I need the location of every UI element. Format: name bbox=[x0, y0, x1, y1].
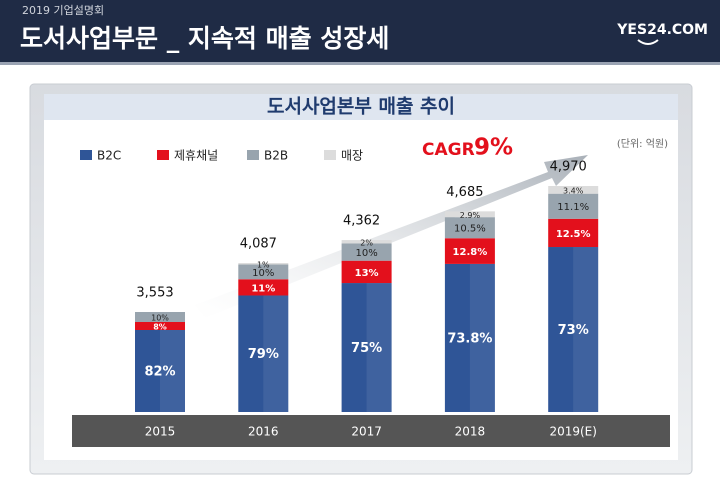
bar-segment bbox=[444, 211, 495, 218]
segment-label: 10% bbox=[355, 248, 377, 259]
bar-segment bbox=[444, 238, 495, 264]
segment-label: 82% bbox=[144, 365, 175, 380]
segment-label: 8% bbox=[153, 323, 167, 332]
page-title: 도서사업부문 _ 지속적 매출 성장세 bbox=[20, 24, 389, 53]
segment-label: 1% bbox=[257, 260, 270, 269]
bar-shade bbox=[160, 330, 185, 412]
bar-segment bbox=[238, 295, 289, 412]
legend-swatch bbox=[247, 150, 259, 160]
x-tick-label: 2016 bbox=[248, 425, 279, 439]
x-tick-label: 2015 bbox=[145, 425, 176, 439]
total-label: 4,685 bbox=[446, 185, 483, 200]
logo: YES24.COM bbox=[616, 22, 708, 38]
bar-segment bbox=[341, 260, 392, 284]
x-tick-label: 2017 bbox=[351, 425, 382, 439]
segment-label: 10% bbox=[252, 268, 274, 279]
header-bar bbox=[0, 0, 720, 62]
x-tick-label: 2019(E) bbox=[549, 425, 596, 439]
legend-label: 제휴채널 bbox=[174, 149, 218, 163]
bar-segment bbox=[341, 283, 392, 412]
legend-swatch bbox=[157, 150, 169, 160]
bar-segment bbox=[341, 240, 392, 244]
bar-segment bbox=[238, 263, 289, 265]
bar-segment bbox=[444, 263, 495, 412]
segment-label: 12.5% bbox=[556, 229, 591, 240]
segment-label: 10.5% bbox=[454, 224, 486, 235]
segment-label: 75% bbox=[351, 341, 382, 356]
header-rule bbox=[0, 62, 720, 65]
segment-label: 11% bbox=[251, 283, 275, 294]
segment-label: 2.9% bbox=[460, 211, 481, 220]
total-label: 4,362 bbox=[343, 214, 380, 229]
bar-segment bbox=[238, 264, 289, 280]
growth-arrow bbox=[195, 155, 588, 318]
bar-shade bbox=[469, 263, 495, 412]
cagr-label: CAGR bbox=[422, 140, 475, 160]
bar-segment bbox=[135, 312, 185, 322]
bar-shade bbox=[573, 247, 599, 412]
segment-label: 73.8% bbox=[447, 331, 492, 346]
legend-swatch bbox=[324, 150, 336, 160]
segment-label: 12.8% bbox=[453, 247, 488, 258]
bar-segment bbox=[548, 218, 599, 248]
legend-swatch bbox=[80, 150, 92, 160]
segment-label: 10% bbox=[151, 314, 169, 323]
bar-segment bbox=[548, 247, 599, 412]
logo-smile bbox=[637, 39, 659, 45]
bar-segment bbox=[444, 217, 495, 239]
segment-label: 3.4% bbox=[563, 186, 584, 195]
legend-label: B2B bbox=[264, 149, 288, 163]
event-label: 2019 기업설명회 bbox=[22, 4, 104, 17]
total-label: 3,553 bbox=[136, 286, 173, 301]
bar-segment bbox=[341, 243, 392, 261]
segment-label: 73% bbox=[558, 323, 589, 338]
legend-label: B2C bbox=[97, 149, 121, 163]
bar-segment bbox=[548, 186, 599, 194]
chart-title: 도서사업본부 매출 추이 bbox=[267, 96, 455, 118]
total-label: 4,970 bbox=[550, 160, 587, 175]
segment-label: 2% bbox=[360, 238, 373, 247]
unit-label: (단위: 억원) bbox=[617, 137, 668, 150]
total-label: 4,087 bbox=[240, 237, 277, 252]
x-tick-label: 2018 bbox=[455, 425, 486, 439]
legend-label: 매장 bbox=[341, 149, 363, 163]
subtitle-bar bbox=[44, 94, 678, 120]
cagr-value: 9% bbox=[474, 135, 513, 161]
bar-segment bbox=[135, 330, 185, 412]
bar-shade bbox=[263, 295, 289, 412]
bar-segment bbox=[238, 279, 289, 296]
category-band bbox=[72, 415, 670, 447]
bar-shade bbox=[366, 283, 392, 412]
segment-label: 79% bbox=[248, 347, 279, 362]
bar-segment bbox=[548, 193, 599, 219]
segment-label: 13% bbox=[355, 268, 379, 279]
segment-label: 11.1% bbox=[557, 202, 589, 213]
bar-segment bbox=[135, 322, 185, 330]
